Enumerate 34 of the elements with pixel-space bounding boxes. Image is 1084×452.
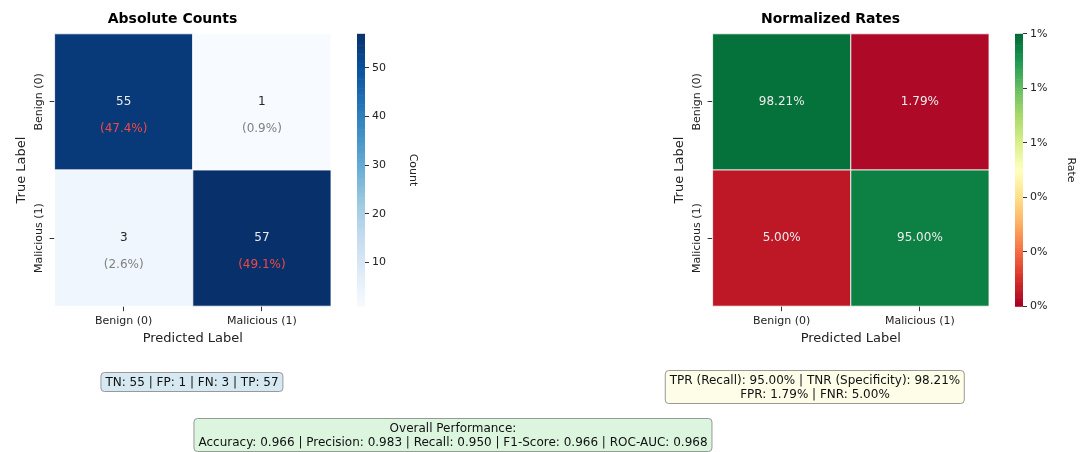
- x-tick-label: Benign (0): [753, 313, 811, 327]
- color-bar-label: 0%: [1030, 244, 1048, 258]
- data-label: 3 (2.6%): [103, 230, 144, 272]
- color-bar-label: 1%: [1030, 81, 1048, 95]
- color-bar-label: 0%: [1030, 190, 1048, 204]
- chart-title: Normalized Rates: [760, 10, 901, 27]
- x-tick-label: Benign (0): [95, 313, 153, 327]
- text: TN: 55 | FP: 1 | FN: 3 | TP: 57: [100, 372, 284, 392]
- color-bar-label: 10: [372, 255, 386, 269]
- data-label: 95.00%: [897, 230, 943, 245]
- data-label: 5.00%: [762, 230, 801, 245]
- y-axis-title: True Label: [13, 136, 29, 205]
- text: Overall Performance: Accuracy: 0.966 | Precision: 0.983 | Recall: 0.950 | F1-Score: 0.966 | ROC-AUC: 0.968: [193, 418, 713, 452]
- data-label: 1.79%: [900, 94, 939, 109]
- color-bar-label: 20: [372, 206, 386, 220]
- x-tick-label: Malicious (1): [884, 313, 955, 327]
- color-bar-label: 1%: [1030, 135, 1048, 149]
- color-bar-title: Count: [406, 153, 420, 188]
- color-bar-label: 30: [372, 158, 386, 171]
- x-axis-title: Predicted Label: [142, 329, 243, 345]
- color-bar-label: 0%: [1030, 299, 1048, 313]
- data-label: 98.21%: [758, 94, 805, 109]
- color-bar-title: Rate: [1064, 157, 1078, 183]
- x-axis-title: Predicted Label: [800, 329, 901, 345]
- x-tick-label: Malicious (1): [226, 313, 297, 327]
- data-label: 1 (0.9%): [241, 94, 282, 136]
- data-label: 55 (47.4%): [99, 94, 148, 136]
- text: TPR (Recall): 95.00% | TNR (Specificity): 98.21% FPR: 1.79% | FNR: 5.00%: [664, 370, 966, 404]
- chart-title: Absolute Counts: [107, 10, 238, 27]
- color-bar-label: 50: [372, 60, 386, 74]
- y-axis-title: True Label: [671, 136, 687, 205]
- color-bar-label: 40: [372, 109, 386, 123]
- color-bar-label: 1%: [1030, 26, 1048, 40]
- data-label: 57 (49.1%): [238, 230, 286, 272]
